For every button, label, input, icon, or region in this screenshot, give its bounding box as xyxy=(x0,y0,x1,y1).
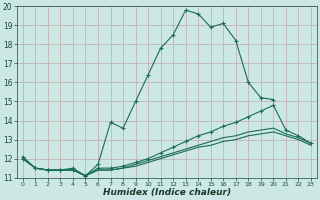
X-axis label: Humidex (Indice chaleur): Humidex (Indice chaleur) xyxy=(103,188,231,197)
